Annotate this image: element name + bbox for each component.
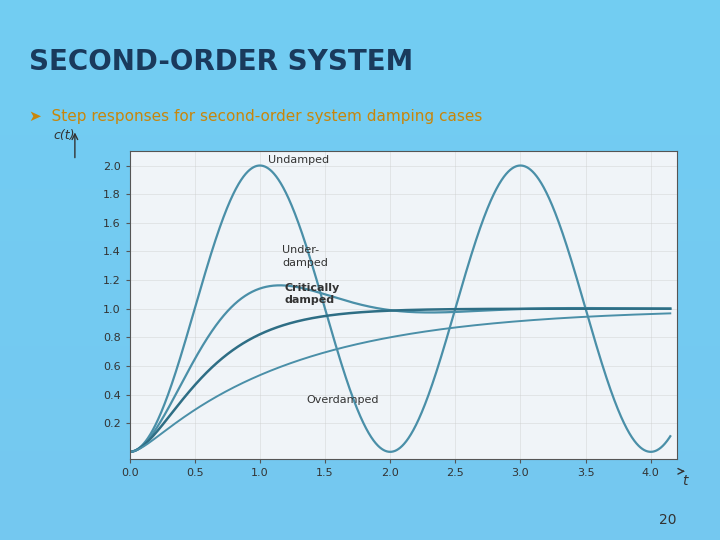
Text: Overdamped: Overdamped xyxy=(307,395,379,405)
Text: c(t): c(t) xyxy=(53,129,74,142)
Text: SECOND-ORDER SYSTEM: SECOND-ORDER SYSTEM xyxy=(29,48,413,76)
Text: t: t xyxy=(683,474,688,488)
Text: Under-
damped: Under- damped xyxy=(282,245,328,268)
Text: ➤  Step responses for second-order system damping cases: ➤ Step responses for second-order system… xyxy=(29,110,482,125)
Text: 20: 20 xyxy=(660,513,677,527)
Text: Critically
damped: Critically damped xyxy=(284,282,340,305)
Text: Undamped: Undamped xyxy=(268,154,329,165)
